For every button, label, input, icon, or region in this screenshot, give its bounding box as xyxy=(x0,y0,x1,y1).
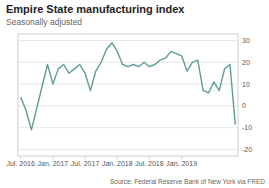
y-tick-label: 10 xyxy=(242,81,250,88)
x-tick xyxy=(117,156,118,159)
x-tick xyxy=(181,156,182,159)
x-tick xyxy=(52,156,53,159)
grid-line xyxy=(18,62,238,63)
y-tick-label: 0 xyxy=(242,102,246,109)
grid-line xyxy=(18,40,238,41)
x-tick-label: Jul. 2018 xyxy=(135,160,164,167)
grid-line xyxy=(18,84,238,85)
x-tick-label: Jul. 2017 xyxy=(71,160,100,167)
y-tick-label: 30 xyxy=(242,37,250,44)
chart: Empire State manufacturing index Seasonal… xyxy=(0,0,269,188)
x-tick xyxy=(85,156,86,159)
plot-area xyxy=(21,43,236,130)
y-tick-label: -10 xyxy=(242,124,252,131)
grid-line xyxy=(18,127,238,128)
x-tick-label: Jan. 2018 xyxy=(102,160,133,167)
line xyxy=(21,43,236,130)
x-tick xyxy=(149,156,150,159)
x-tick-label: Jul. 2016 xyxy=(6,160,35,167)
plot-frame xyxy=(18,34,238,156)
source: Source: Federal Reserve Bank of New York… xyxy=(110,178,265,185)
grid-line xyxy=(18,149,238,150)
x-tick xyxy=(20,156,21,159)
x-tick-label: Jan. 2019 xyxy=(166,160,197,167)
y-tick-label: 20 xyxy=(242,59,250,66)
subtitle: Seasonally adjusted xyxy=(6,17,82,27)
y-tick-label: -20 xyxy=(242,146,252,153)
title: Empire State manufacturing index xyxy=(6,3,185,15)
x-tick-label: Jan. 2017 xyxy=(38,160,69,167)
grid-line xyxy=(18,105,238,106)
